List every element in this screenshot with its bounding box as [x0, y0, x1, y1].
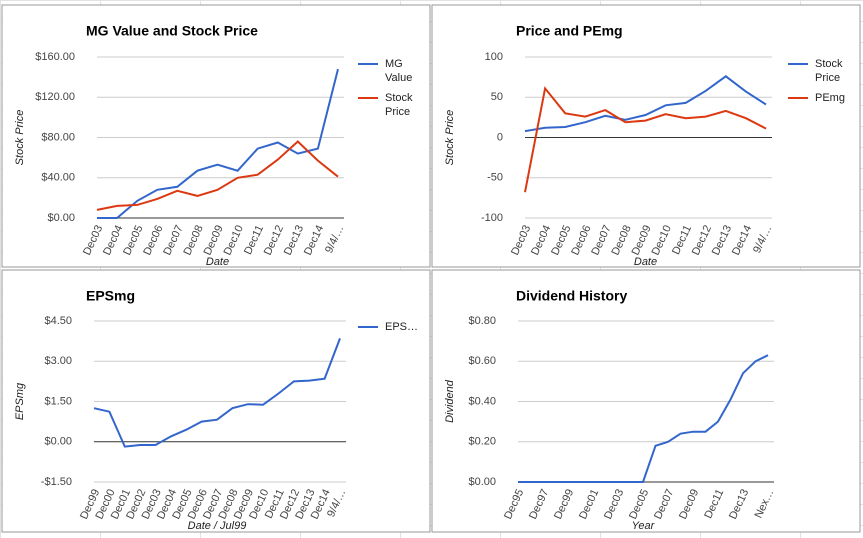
chart-title: Price and PEmg: [516, 23, 623, 39]
series-line: [97, 68, 339, 219]
y-tick-label: $0.40: [468, 395, 496, 407]
x-axis-title: Date / Jul99: [188, 520, 247, 532]
legend: Stock Price PEmg: [788, 57, 863, 111]
legend-item: PEmg: [788, 91, 863, 105]
y-tick-label: $120.00: [35, 91, 75, 103]
y-axis-title: Stock Price: [444, 110, 456, 166]
y-tick-label: $3.00: [44, 355, 72, 367]
legend-label: PEmg: [815, 92, 845, 104]
x-axis-title: Date: [206, 256, 229, 268]
legend-swatch: [788, 63, 808, 65]
y-tick-label: $1.50: [44, 395, 72, 407]
y-tick-label: $0.00: [44, 436, 72, 448]
y-tick-label: -50: [487, 172, 503, 184]
y-tick-label: $0.00: [47, 212, 75, 224]
y-tick-label: 50: [491, 91, 503, 103]
series-line: [518, 354, 769, 483]
legend: EPS…: [358, 320, 433, 340]
y-tick-label: $4.50: [44, 315, 72, 327]
y-axis-title: Stock Price: [14, 110, 26, 166]
x-axis-title: Date: [634, 256, 657, 268]
y-tick-label: $0.60: [468, 355, 496, 367]
chart-title: MG Value and Stock Price: [86, 23, 258, 39]
legend-item: Stock Price: [788, 57, 863, 85]
legend-swatch: [358, 97, 378, 99]
legend-item: Stock Price: [358, 91, 433, 119]
legend-label: Stock Price: [815, 58, 843, 84]
y-tick-label: 100: [485, 51, 503, 63]
y-tick-label: $0.80: [468, 315, 496, 327]
y-tick-label: -$1.50: [41, 476, 72, 488]
series-line: [524, 86, 767, 193]
x-axis-title: Year: [632, 520, 656, 532]
y-tick-label: 0: [497, 131, 503, 143]
legend-swatch: [358, 63, 378, 65]
legend: MG Value Stock Price: [358, 57, 433, 125]
legend-label: Stock Price: [385, 92, 413, 118]
y-tick-label: $40.00: [41, 172, 75, 184]
panel: [1, 4, 431, 268]
legend-label: EPS…: [385, 321, 419, 333]
y-tick-label: -100: [481, 212, 503, 224]
y-axis-title: EPSmg: [14, 382, 26, 420]
y-tick-label: $0.00: [468, 476, 496, 488]
y-tick-label: $0.20: [468, 436, 496, 448]
series-line: [96, 140, 339, 211]
y-axis-title: Dividend: [444, 379, 456, 423]
legend-item: MG Value: [358, 57, 433, 85]
y-tick-label: $160.00: [35, 51, 75, 63]
legend-label: MG Value: [385, 58, 413, 84]
legend-swatch: [358, 326, 378, 328]
series-line: [524, 75, 767, 133]
series-line: [93, 338, 341, 448]
y-tick-label: $80.00: [41, 131, 75, 143]
chart-title: EPSmg: [86, 288, 135, 304]
chart-title: Dividend History: [516, 288, 627, 304]
panel: [431, 4, 861, 268]
legend-swatch: [788, 97, 808, 99]
legend-item: EPS…: [358, 320, 433, 334]
